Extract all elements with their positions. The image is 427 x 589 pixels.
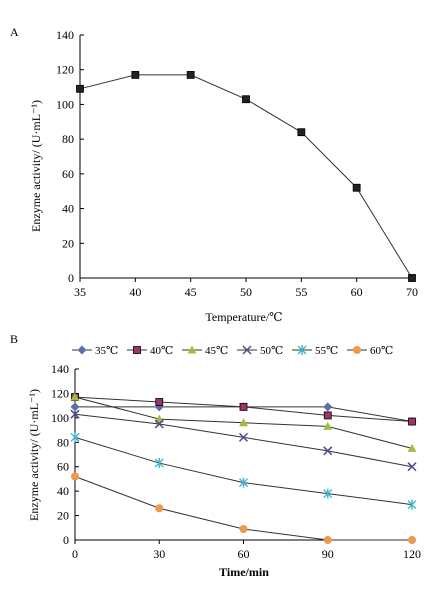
panel-a-x-axis-title: Temperature/℃ xyxy=(205,310,282,324)
legend-marker xyxy=(353,346,361,354)
panel-a-data-point xyxy=(352,183,361,192)
legend-marker xyxy=(242,345,252,355)
panel-b-data-point xyxy=(323,411,332,420)
panel-a-data-point xyxy=(297,128,306,137)
panel-a-y-tick-label: 20 xyxy=(62,236,74,250)
panel-a-x-tick-label: 40 xyxy=(129,285,141,299)
legend-label: 50℃ xyxy=(260,345,283,357)
panel-b-y-tick-label: 100 xyxy=(51,411,69,425)
panel-b-data-point xyxy=(408,536,416,544)
panel-b-y-tick-label: 40 xyxy=(57,484,69,498)
panel-a-y-tick-label: 60 xyxy=(62,167,74,181)
panel-b-data-point xyxy=(70,432,80,443)
panel-b-data-point xyxy=(154,419,164,429)
panel-b-x-tick-label: 30 xyxy=(153,547,165,561)
panel-b-y-axis-title: Enzyme activity/ (U·mL⁻¹) xyxy=(27,389,41,521)
panel-b-x-axis-title: Time/min xyxy=(219,565,269,579)
panel-a-y-tick-label: 40 xyxy=(62,202,74,216)
panel-a-x-tick-label: 35 xyxy=(74,285,86,299)
panel-a-x-tick-label: 50 xyxy=(240,285,252,299)
panel-b-data-point xyxy=(239,477,248,488)
panel-a-y-tick-label: 120 xyxy=(56,63,74,77)
panel-b-y-tick-label: 0 xyxy=(63,533,69,547)
panel-b-y-tick-label: 140 xyxy=(51,362,69,376)
panel-b-data-point xyxy=(323,488,333,499)
panel-a-series-line-1 xyxy=(79,74,413,279)
panel-a-chart: A 0 20 40 60 80 100 120 140 35 40 45 50 55 60 70 Temp… xyxy=(10,25,418,324)
panel-b-y-tick-label: 80 xyxy=(57,435,69,449)
panel-b-y-tick-label: 120 xyxy=(51,386,69,400)
panel-b-x-tick-label: 60 xyxy=(238,547,250,561)
panel-b-data-point xyxy=(70,392,80,401)
legend-marker xyxy=(133,346,141,354)
panel-b-series-line-5 xyxy=(74,436,413,506)
panel-b-data-point xyxy=(407,499,417,510)
panel-b-data-point xyxy=(155,504,164,513)
panel-a-data-point xyxy=(131,71,140,79)
panel-a-x-tick-label: 70 xyxy=(406,285,418,299)
panel-a-data-point xyxy=(76,84,84,93)
panel-b-x-tick-label: 90 xyxy=(322,547,334,561)
legend-label: 35℃ xyxy=(95,345,118,357)
panel-b-legend: 35℃ 40℃ 45℃ 50℃ 55℃ 60℃ xyxy=(72,345,393,357)
panel-a-data-point xyxy=(242,95,250,104)
panel-b-data-point xyxy=(408,417,416,426)
panel-a-y-tick-label: 80 xyxy=(62,132,74,146)
panel-b-data-point xyxy=(154,414,164,423)
panel-a-y-axis-title: Enzyme activity/ (U·mL⁻¹) xyxy=(29,100,43,232)
panel-b-data-point xyxy=(239,525,248,534)
panel-b-data-point xyxy=(323,536,332,544)
panel-b-y-tick-label: 60 xyxy=(57,460,69,474)
panel-b-label: B xyxy=(10,332,18,346)
panel-b-data-point xyxy=(407,462,417,472)
panel-b-data-point xyxy=(70,409,80,419)
legend-label: 60℃ xyxy=(370,345,393,357)
panel-b-data-point xyxy=(323,421,333,430)
panel-b-data-point xyxy=(323,446,333,456)
panel-b-data-point xyxy=(407,443,417,452)
panel-b-data-point xyxy=(154,458,164,469)
panel-b-y-tick-label: 20 xyxy=(57,509,69,523)
panel-b-data-point xyxy=(323,402,333,412)
legend-marker xyxy=(297,345,307,355)
legend-marker xyxy=(77,345,87,355)
panel-a-x-tick-label: 45 xyxy=(185,285,197,299)
panel-b-chart: B 35℃ 40℃ 45℃ 50℃ 55℃ 60℃ 020406080100120140 … xyxy=(10,332,421,579)
panel-a-x-tick-label: 55 xyxy=(295,285,307,299)
panel-a-label: A xyxy=(10,25,19,39)
panel-b-x-tick-label: 0 xyxy=(72,547,78,561)
panel-a-y-tick-label: 0 xyxy=(68,271,74,285)
legend-label: 40℃ xyxy=(150,345,173,357)
panel-a-x-tick-label: 60 xyxy=(351,285,363,299)
panel-b-data-point xyxy=(70,402,80,412)
legend-marker xyxy=(187,345,197,354)
panel-b-data-point xyxy=(155,398,164,406)
panel-b-data-point xyxy=(71,472,79,481)
panel-a-y-tick-label: 140 xyxy=(56,28,74,42)
legend-label: 55℃ xyxy=(315,345,338,357)
panel-a-data-point xyxy=(186,71,195,79)
panel-a-y-tick-label: 100 xyxy=(56,97,74,111)
panel-b-x-tick-label: 120 xyxy=(403,547,421,561)
panel-b-data-point xyxy=(239,418,248,427)
panel-b-data-point xyxy=(238,432,249,442)
panel-b-data-point xyxy=(239,402,248,411)
panel-a-data-point xyxy=(408,274,416,282)
legend-label: 45℃ xyxy=(205,345,228,357)
